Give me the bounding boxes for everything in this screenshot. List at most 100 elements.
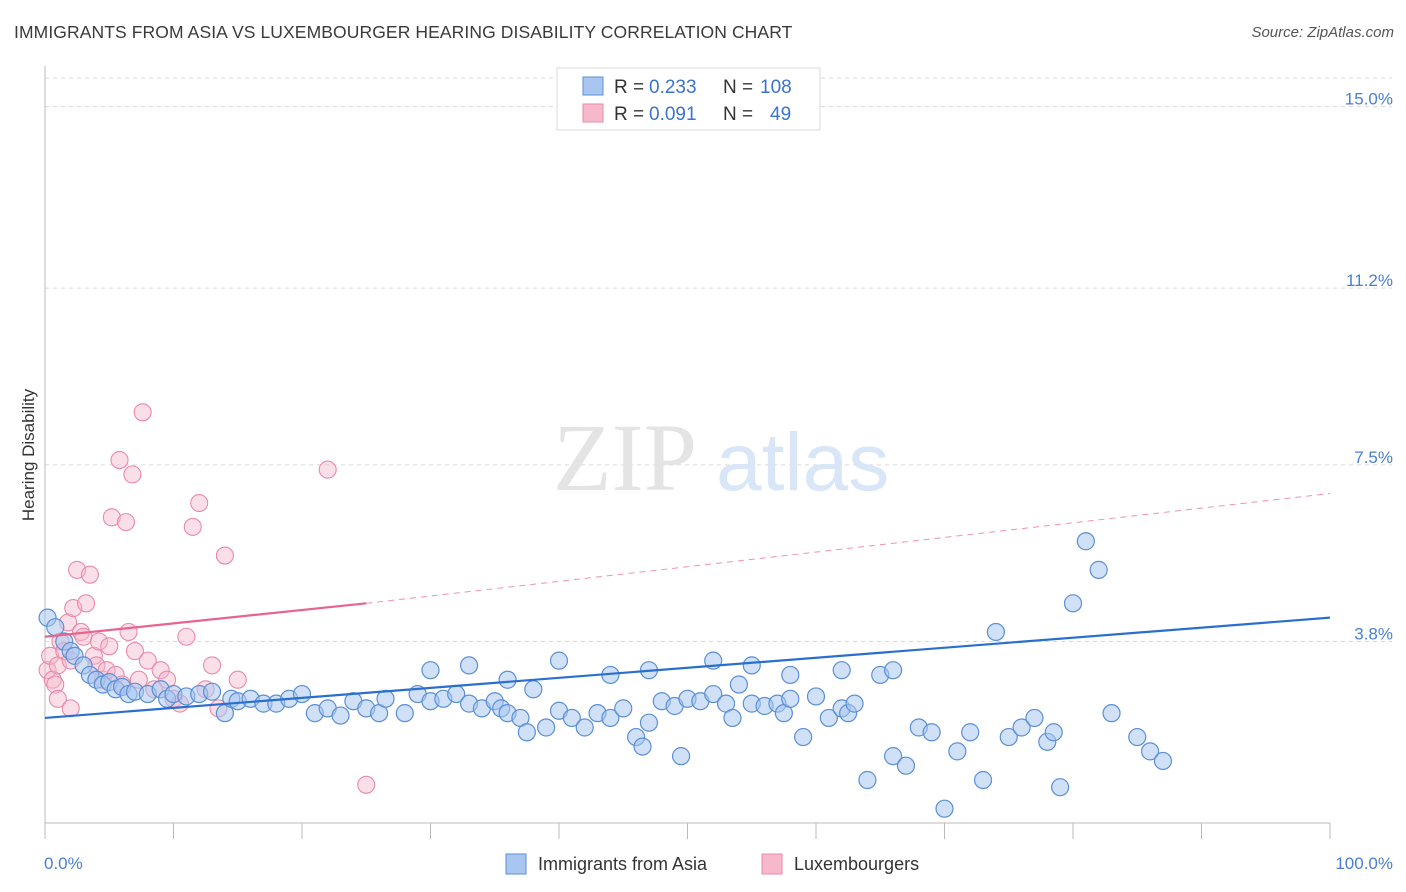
legend-n-label-1: N = <box>723 77 753 98</box>
data-point-asia <box>562 708 581 728</box>
data-point-luxembourgers <box>215 546 234 565</box>
data-point-asia <box>742 656 761 675</box>
data-point-asia <box>999 727 1018 747</box>
data-point-luxembourgers <box>48 689 67 708</box>
data-point-asia <box>1089 560 1108 579</box>
data-point-asia <box>781 689 800 708</box>
data-point-asia <box>395 704 414 723</box>
x-tick-label: 0.0% <box>44 854 83 873</box>
trend-line-asia <box>44 616 1331 720</box>
data-point-luxembourgers <box>183 517 202 536</box>
data-point-asia <box>806 687 826 706</box>
data-point-luxembourgers <box>190 493 209 513</box>
data-point-asia <box>549 651 569 670</box>
axes: 0.0% 100.0% <box>44 66 1393 873</box>
data-point-asia <box>1076 532 1095 551</box>
data-point-asia <box>948 742 967 761</box>
data-point-luxembourgers <box>100 637 119 656</box>
trend-lines <box>44 492 1331 720</box>
legend-n-value-1: 108 <box>760 77 792 98</box>
data-point-asia <box>794 727 813 747</box>
data-point-asia <box>1012 718 1031 737</box>
data-point-asia <box>883 661 903 680</box>
data-point-asia <box>723 708 742 728</box>
y-tick-label: 11.2% <box>1346 271 1393 290</box>
data-point-asia <box>961 723 980 742</box>
data-point-asia <box>896 756 916 775</box>
y-tick-label: 3.8% <box>1354 625 1393 644</box>
bottom-legend-label-luxembourgers: Luxembourgers <box>794 854 919 874</box>
bottom-legend-label-asia: Immigrants from Asia <box>538 854 708 874</box>
data-point-luxembourgers <box>318 460 337 479</box>
bottom-legend: Immigrants from Asia Luxembourgers <box>505 853 919 875</box>
data-point-asia <box>1102 704 1121 723</box>
data-point-luxembourgers <box>89 632 109 651</box>
data-point-asia <box>922 723 941 742</box>
watermark-zip: ZIP <box>553 404 697 511</box>
y-axis-label: Hearing Disability <box>19 388 38 521</box>
legend-swatch-luxembourgers <box>582 103 604 123</box>
data-point-luxembourgers <box>177 627 196 646</box>
data-point-luxembourgers <box>80 565 100 584</box>
data-point-luxembourgers <box>61 699 80 718</box>
data-point-asia <box>1025 708 1044 728</box>
data-point-asia <box>845 694 864 713</box>
bottom-legend-swatch-asia <box>505 853 527 875</box>
data-point-luxembourgers <box>102 508 121 527</box>
data-point-asia <box>537 718 556 737</box>
source-text: Source: ZipAtlas.com <box>1251 24 1394 41</box>
data-point-asia <box>1140 742 1160 761</box>
legend-swatch-asia <box>582 76 604 96</box>
data-point-asia <box>331 706 350 725</box>
data-point-luxembourgers <box>110 451 129 470</box>
asia-points <box>38 532 1173 818</box>
data-point-asia <box>883 747 903 766</box>
data-point-asia <box>819 708 838 728</box>
legend-r-value-1: 0.233 <box>649 77 697 98</box>
data-point-luxembourgers <box>125 642 144 661</box>
data-point-asia <box>639 713 659 732</box>
y-tick-label: 7.5% <box>1354 448 1393 467</box>
data-point-asia <box>517 723 536 742</box>
watermark: ZIP atlas <box>553 404 889 511</box>
data-point-luxembourgers <box>119 622 138 642</box>
trend-line-luxembourgers-extension <box>366 492 1331 604</box>
data-point-asia <box>202 682 222 701</box>
data-point-asia <box>935 799 954 818</box>
data-point-asia <box>498 670 517 689</box>
data-point-asia <box>858 770 877 790</box>
data-point-asia <box>1128 727 1147 747</box>
data-point-asia <box>729 675 749 694</box>
data-point-luxembourgers <box>43 670 62 689</box>
data-point-asia <box>601 708 620 728</box>
gridlines: 3.8% 7.5% 11.2% 15.0% <box>45 77 1393 644</box>
x-tick-label: 100.0% <box>1335 854 1393 873</box>
data-point-asia <box>633 737 652 756</box>
data-point-asia <box>614 699 633 718</box>
data-point-asia <box>1153 751 1173 771</box>
data-point-asia <box>459 656 479 675</box>
data-point-luxembourgers <box>77 594 96 613</box>
trend-line-luxembourgers <box>44 602 367 638</box>
data-point-luxembourgers <box>151 661 170 680</box>
legend-r-label-1: R = <box>614 77 644 98</box>
legend-r-value-2: 0.091 <box>649 104 697 125</box>
data-point-luxembourgers <box>38 661 57 680</box>
data-point-luxembourgers <box>41 646 60 665</box>
data-point-asia <box>973 770 993 790</box>
data-point-asia <box>1063 594 1083 613</box>
data-point-asia <box>781 665 800 685</box>
bottom-legend-swatch-luxembourgers <box>761 853 783 875</box>
legend-n-label-2: N = <box>723 104 753 125</box>
watermark-atlas: atlas <box>716 417 889 508</box>
data-point-luxembourgers <box>228 670 247 689</box>
luxembourgers-points <box>38 403 376 794</box>
data-point-asia <box>292 684 312 704</box>
data-point-asia <box>575 718 594 737</box>
data-point-asia <box>671 747 691 766</box>
data-point-luxembourgers <box>203 656 222 675</box>
data-point-luxembourgers <box>357 775 376 794</box>
data-point-asia <box>1044 723 1063 742</box>
legend-n-value-2: 49 <box>770 104 791 125</box>
data-point-asia <box>704 684 723 704</box>
